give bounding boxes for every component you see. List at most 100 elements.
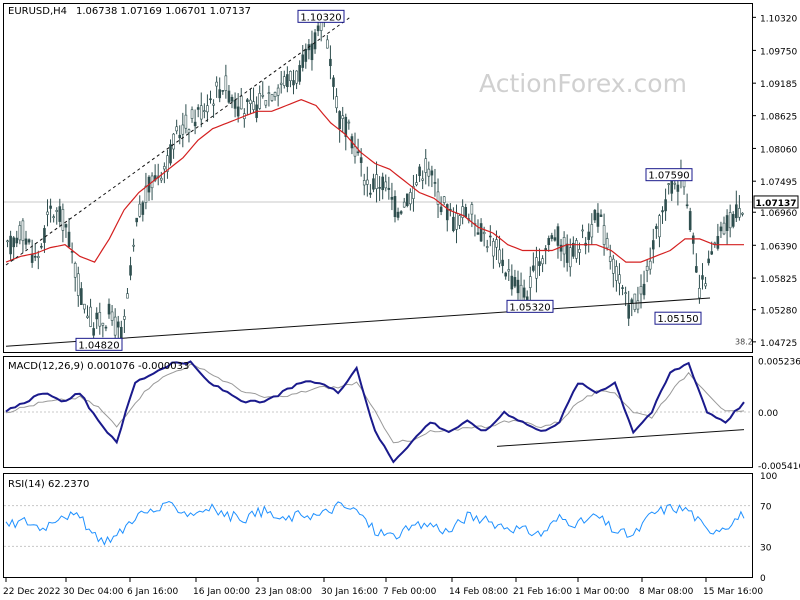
price-candle-body xyxy=(578,249,581,253)
price-candle-body xyxy=(731,214,735,227)
price-candle-body xyxy=(230,96,234,102)
price-candle-body xyxy=(178,134,182,139)
watermark: ActionForex.com xyxy=(479,69,687,98)
price-candle-body xyxy=(126,293,129,299)
price-series-layer: 1.04820 1.10320 1.05320 1.05150 1.07590 38.2 xyxy=(4,9,753,351)
price-candle-body xyxy=(144,185,148,203)
price-candle-body xyxy=(489,235,492,238)
price-candle-body xyxy=(276,87,280,96)
price-candle-body xyxy=(556,226,560,246)
price-candle-body xyxy=(113,316,117,336)
price-candle-body xyxy=(651,240,655,250)
price-candle-body xyxy=(335,96,338,109)
price-candle-body xyxy=(110,311,114,321)
price-candle-body xyxy=(605,238,609,249)
price-candle-body xyxy=(608,256,612,262)
rsi-title: RSI(14) 62.2370 xyxy=(8,479,89,490)
price-candle-body xyxy=(430,170,434,176)
price-candle-body xyxy=(101,322,105,326)
price-candle-body xyxy=(421,178,424,181)
price-candle-body xyxy=(599,214,603,217)
price-axis-tick-label: 1.06390 xyxy=(760,242,797,252)
price-candle-body xyxy=(445,204,449,221)
price-candle-body xyxy=(282,76,286,86)
price-candle-body xyxy=(642,283,646,296)
price-candle-body xyxy=(98,312,102,327)
price-candle-body xyxy=(590,224,594,238)
time-axis-tick-label: 6 Jan 16:00 xyxy=(127,587,179,597)
price-axis-tick-label: 1.05280 xyxy=(760,307,797,317)
price-axis-tick-label: 1.10320 xyxy=(760,14,797,24)
price-candle-body xyxy=(538,261,541,266)
price-axis-tick-label: 1.05825 xyxy=(760,275,797,285)
time-axis-tick-label: 30 Jan 16:00 xyxy=(321,587,378,597)
price-candle-body xyxy=(9,235,12,255)
rsi-axis-tick-label: 100 xyxy=(760,472,777,482)
price-candle-body xyxy=(286,74,289,88)
price-candle-body xyxy=(673,182,677,185)
price-candle-body xyxy=(661,210,664,213)
price-candle-body xyxy=(645,265,649,271)
price-candle-body xyxy=(80,288,83,306)
price-candle-body xyxy=(166,155,169,172)
price-candle-body xyxy=(163,166,166,170)
price-candle-body xyxy=(372,178,375,190)
price-panel xyxy=(3,3,753,353)
price-candle-body xyxy=(246,99,249,103)
price-candle-body xyxy=(547,238,551,246)
current-price-label: 1.07137 xyxy=(756,199,797,209)
price-candle-body xyxy=(212,103,215,106)
price-candle-body xyxy=(532,265,535,271)
price-candle-body xyxy=(55,210,59,212)
time-axis-tick-label: 7 Feb 00:00 xyxy=(383,587,437,597)
price-candle-body xyxy=(688,211,692,231)
price-candle-body xyxy=(418,166,421,177)
price-candle-body xyxy=(27,239,31,243)
price-candle-body xyxy=(341,115,345,119)
price-candle-body xyxy=(224,75,228,91)
price-candle-body xyxy=(267,92,271,95)
pivot-label-box xyxy=(506,299,554,313)
price-candle-body xyxy=(704,283,707,287)
price-candle-body xyxy=(399,211,403,214)
price-candle-body xyxy=(572,242,575,257)
rsi-line xyxy=(5,500,745,546)
price-candle-body xyxy=(498,249,501,264)
price-candle-body xyxy=(519,284,523,302)
price-candle-body xyxy=(132,244,135,247)
price-candle-body xyxy=(513,277,517,287)
pivot-label: 1.05150 xyxy=(657,314,698,325)
price-candle-body xyxy=(270,94,274,101)
price-candle-body xyxy=(104,326,108,329)
current-price-tag xyxy=(753,195,799,209)
price-candle-body xyxy=(575,240,578,259)
price-candle-body xyxy=(67,231,71,248)
price-candle-body xyxy=(338,111,341,130)
price-candle-body xyxy=(249,99,252,105)
price-candle-body xyxy=(64,224,68,228)
price-candle-body xyxy=(187,129,191,133)
price-candle-body xyxy=(356,151,360,154)
price-candle-body xyxy=(159,177,163,181)
price-candle-body xyxy=(21,220,25,241)
price-candle-body xyxy=(424,158,428,173)
price-candle-body xyxy=(725,215,729,231)
price-candle-body xyxy=(550,235,554,239)
price-candle-body xyxy=(58,206,62,222)
price-candle-body xyxy=(264,100,268,106)
price-candle-body xyxy=(141,202,145,215)
time-axis-tick-label: 8 Mar 08:00 xyxy=(639,587,694,597)
price-candle-body xyxy=(313,32,317,50)
price-axis-tick-label: 1.04725 xyxy=(760,339,797,349)
price-candle-body xyxy=(76,273,80,296)
pivot-label: 1.10320 xyxy=(300,12,341,23)
price-candle-body xyxy=(116,321,120,328)
price-candle-body xyxy=(719,226,723,232)
pivot-label: 1.07590 xyxy=(648,171,689,182)
price-axis-tick-label: 1.09750 xyxy=(760,47,797,57)
price-candle-body xyxy=(73,263,77,278)
price-candle-body xyxy=(667,183,670,185)
time-axis-tick-label: 16 Jan 00:00 xyxy=(193,587,250,597)
price-candle-body xyxy=(218,89,222,99)
price-candle-body xyxy=(172,133,175,150)
